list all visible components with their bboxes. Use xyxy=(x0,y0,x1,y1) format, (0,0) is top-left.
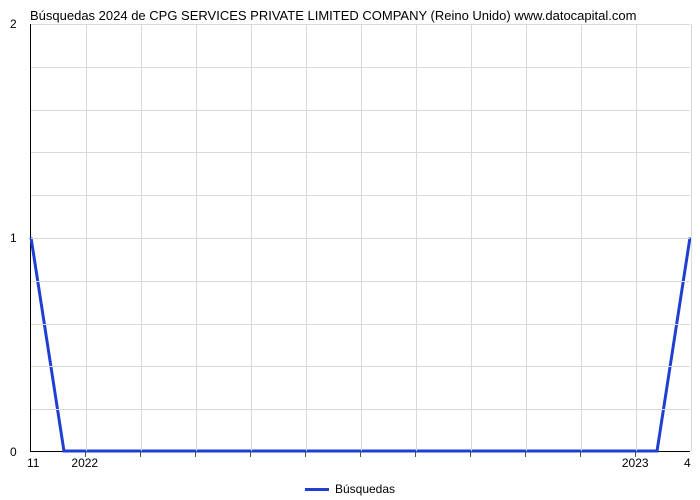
gridline-v xyxy=(196,24,197,451)
gridline-v xyxy=(471,24,472,451)
plot-area xyxy=(30,24,690,452)
gridline-v xyxy=(361,24,362,451)
xtick-label: 2022 xyxy=(71,456,98,470)
legend: Búsquedas xyxy=(305,482,395,496)
chart-container: Búsquedas 2024 de CPG SERVICES PRIVATE L… xyxy=(0,0,700,500)
legend-label: Búsquedas xyxy=(335,482,395,496)
gridline-v xyxy=(141,24,142,451)
ytick-label: 1 xyxy=(10,231,17,245)
legend-swatch xyxy=(305,488,329,491)
ytick-label: 2 xyxy=(10,17,17,31)
corner-label-bottom-right: 4 xyxy=(684,456,691,470)
gridline-v xyxy=(526,24,527,451)
gridline-v xyxy=(306,24,307,451)
xtick-minor xyxy=(250,452,251,457)
xtick-minor xyxy=(415,452,416,457)
xtick-minor xyxy=(580,452,581,457)
chart-title: Búsquedas 2024 de CPG SERVICES PRIVATE L… xyxy=(30,8,636,23)
xtick-minor xyxy=(305,452,306,457)
gridline-v xyxy=(636,24,637,451)
xtick-minor xyxy=(525,452,526,457)
xtick-minor xyxy=(470,452,471,457)
corner-label-bottom-left: 11 xyxy=(27,456,39,470)
xtick-minor xyxy=(140,452,141,457)
gridline-v xyxy=(581,24,582,451)
xtick-minor xyxy=(360,452,361,457)
xtick-label: 2023 xyxy=(622,456,649,470)
xtick-minor xyxy=(195,452,196,457)
gridline-v xyxy=(416,24,417,451)
gridline-v xyxy=(691,24,692,451)
gridline-v xyxy=(251,24,252,451)
ytick-label: 0 xyxy=(10,445,17,459)
gridline-v xyxy=(86,24,87,451)
